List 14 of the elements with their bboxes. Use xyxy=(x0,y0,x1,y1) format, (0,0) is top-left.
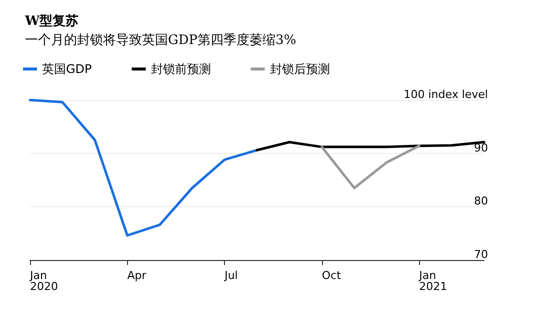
x-tick-label: Jul xyxy=(224,269,238,282)
legend-label: 封锁后预测 xyxy=(270,62,330,76)
y-tick-label: 70 xyxy=(474,248,488,261)
y-tick-label: 100 index level xyxy=(404,88,488,101)
y-tick-label: 90 xyxy=(474,141,488,154)
chart-title: W型复苏 xyxy=(24,14,79,29)
legend-label: 封锁前预测 xyxy=(150,62,211,76)
x-tick-label: Apr xyxy=(127,269,147,282)
x-tick-label: Jan 2020 xyxy=(29,269,58,293)
x-tick-label: Jan 2021 xyxy=(418,269,448,293)
y-tick-label: 80 xyxy=(474,194,488,208)
x-tick-label: Oct xyxy=(322,269,342,282)
legend-label: 英国GDP xyxy=(42,62,92,76)
chart-subtitle: 一个月的封锁将导致英国GDP第四季度萎缩3% xyxy=(25,32,296,48)
